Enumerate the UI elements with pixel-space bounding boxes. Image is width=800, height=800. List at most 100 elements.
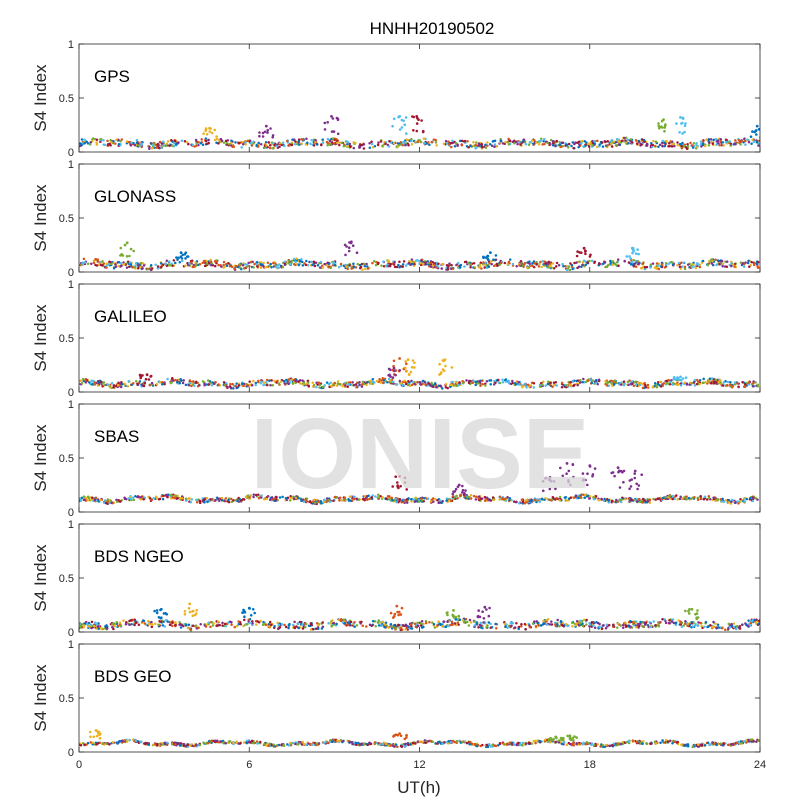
data-point xyxy=(617,143,621,146)
data-point xyxy=(615,264,618,267)
data-point xyxy=(371,619,375,623)
data-point xyxy=(195,608,198,612)
plot-area xyxy=(79,164,760,272)
data-point xyxy=(313,264,317,268)
data-point xyxy=(613,379,617,382)
data-point xyxy=(571,463,575,467)
data-point xyxy=(615,498,618,502)
data-point xyxy=(268,264,272,268)
data-point xyxy=(315,381,318,384)
data-point xyxy=(441,359,445,362)
data-point xyxy=(680,625,684,628)
data-point xyxy=(698,265,702,269)
data-point xyxy=(331,117,335,120)
data-point xyxy=(518,264,521,267)
data-point xyxy=(472,620,476,623)
data-point xyxy=(198,262,202,266)
data-point xyxy=(304,143,308,146)
data-point xyxy=(754,497,758,500)
data-point xyxy=(449,141,453,145)
data-point xyxy=(690,263,694,266)
data-point xyxy=(416,259,419,262)
data-point xyxy=(702,497,706,501)
data-point xyxy=(743,137,746,140)
data-point xyxy=(484,256,488,259)
data-point xyxy=(319,500,323,503)
data-point xyxy=(454,487,458,491)
data-point xyxy=(448,385,452,389)
data-point xyxy=(397,144,401,147)
data-point xyxy=(180,497,184,500)
data-point xyxy=(347,382,351,386)
data-point xyxy=(292,257,296,261)
data-point xyxy=(541,143,544,146)
data-point xyxy=(577,140,581,144)
data-point xyxy=(509,621,513,625)
data-point xyxy=(483,495,487,499)
data-point xyxy=(725,260,729,263)
data-point xyxy=(276,621,279,625)
data-point xyxy=(455,384,459,388)
data-point xyxy=(606,144,609,147)
data-point xyxy=(157,616,161,619)
data-point xyxy=(451,495,455,498)
panel-label: GALILEO xyxy=(94,307,167,326)
data-point xyxy=(703,495,707,498)
data-points xyxy=(79,115,760,151)
data-point xyxy=(310,139,313,142)
data-point xyxy=(467,379,471,383)
data-point xyxy=(532,142,535,146)
data-point xyxy=(751,385,755,388)
data-point xyxy=(372,259,376,263)
data-point xyxy=(684,122,687,125)
data-point xyxy=(726,384,729,387)
data-point xyxy=(210,620,214,624)
data-point xyxy=(320,627,324,630)
data-point xyxy=(481,379,484,382)
data-point xyxy=(683,496,686,499)
data-point xyxy=(450,145,453,149)
data-point xyxy=(550,498,554,502)
data-point xyxy=(295,625,298,628)
data-point xyxy=(237,141,241,145)
data-point xyxy=(598,143,601,146)
data-point xyxy=(691,625,695,628)
data-point xyxy=(80,496,84,500)
data-point xyxy=(408,260,411,263)
data-point xyxy=(167,260,171,263)
data-point xyxy=(512,500,516,503)
y-tick-label: 0 xyxy=(68,507,74,519)
data-point xyxy=(145,373,149,377)
data-point xyxy=(584,493,587,497)
data-point xyxy=(417,624,420,627)
data-point xyxy=(121,383,124,386)
data-point xyxy=(576,379,580,382)
data-point xyxy=(706,263,710,267)
data-point xyxy=(123,243,127,247)
data-point xyxy=(224,497,228,500)
data-point xyxy=(291,382,295,385)
data-point xyxy=(551,140,555,143)
data-point xyxy=(620,498,623,501)
data-point xyxy=(398,369,402,372)
y-tick-label: 0 xyxy=(68,267,74,279)
data-point xyxy=(639,620,642,624)
data-point xyxy=(332,499,335,502)
data-point xyxy=(267,625,271,628)
data-point xyxy=(733,265,736,268)
data-point xyxy=(414,496,417,500)
data-point xyxy=(560,141,564,144)
data-point xyxy=(252,142,255,145)
data-point xyxy=(184,264,187,268)
data-point xyxy=(393,369,396,373)
data-point xyxy=(155,611,159,615)
data-point xyxy=(426,260,430,263)
data-point xyxy=(424,383,427,386)
data-point xyxy=(708,141,711,145)
data-point xyxy=(119,262,123,265)
data-point xyxy=(124,497,128,501)
data-point xyxy=(117,381,120,384)
data-point xyxy=(159,262,163,265)
data-point xyxy=(109,501,113,505)
